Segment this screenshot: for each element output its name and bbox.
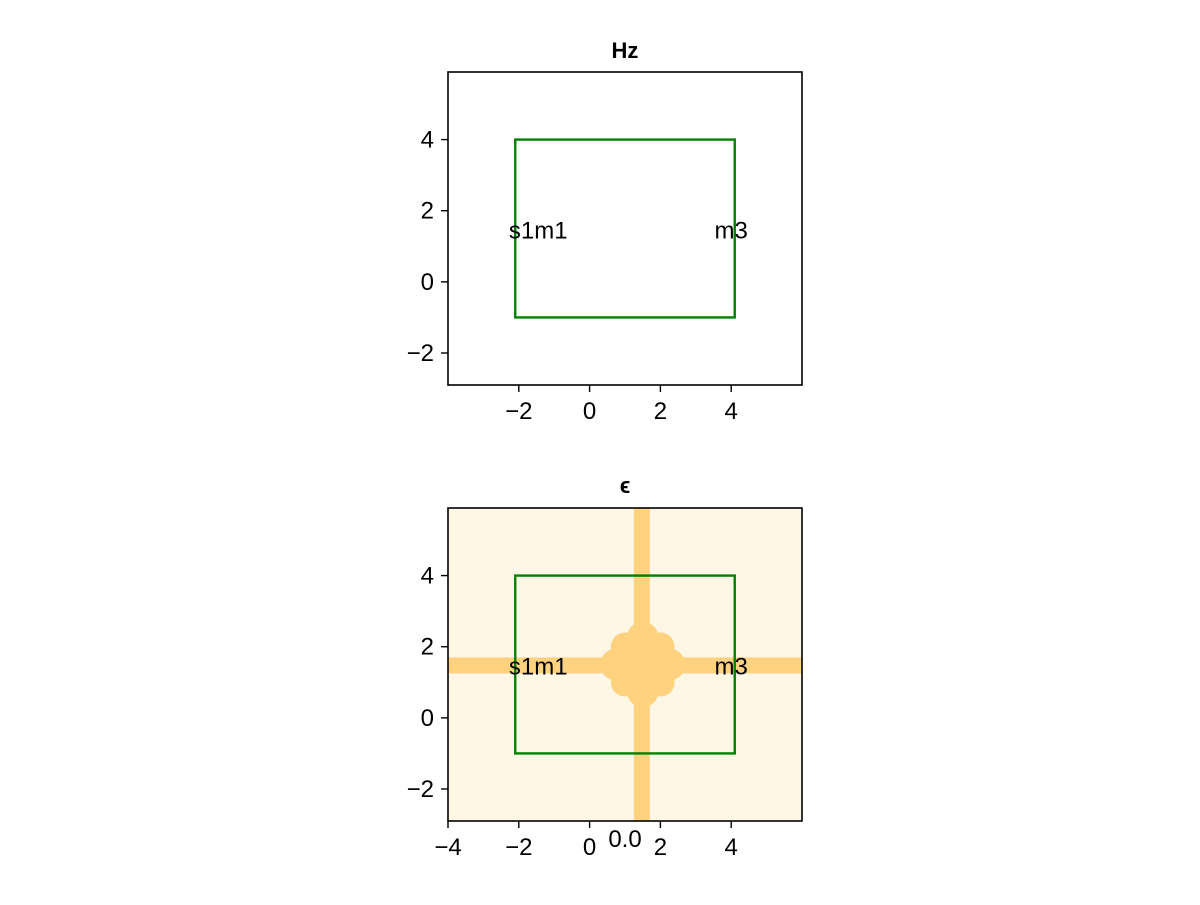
y-tick-label: 2 [421,634,434,661]
x-tick-label: −2 [505,834,532,861]
epsilon-axes-frame [447,507,803,822]
hz-panel: Hz s1m1 m3 −2 0 2 4 −2 0 2 4 [407,38,803,425]
hz-axes-frame [447,71,803,386]
x-tick-label: −4 [434,834,461,861]
y-tick-label: 4 [421,563,434,590]
x-tick-label: 0 [583,398,596,425]
y-tick-label: −2 [407,776,434,803]
epsilon-title: ϵ [620,473,631,498]
hz-plot-area [448,72,802,385]
epsilon-center-lobe [646,668,675,697]
y-tick-label: 2 [421,198,434,225]
y-tick-label: −2 [407,340,434,367]
epsilon-x-axis: −4 −2 0 2 4 [434,821,738,861]
y-tick-label: 0 [421,705,434,732]
epsilon-center-region [600,621,686,708]
x-tick-label: 4 [725,398,738,425]
epsilon-annotation-zero: 0.0 [608,826,641,853]
x-tick-label: −2 [505,398,532,425]
epsilon-center-lobe [610,668,640,697]
epsilon-panel: ϵ s1m1 m3 0.0 −4 −2 0 2 4 −2 0 2 4 [407,473,803,861]
epsilon-domain-box [514,574,736,755]
epsilon-center-lobe [646,632,675,661]
hz-title: Hz [612,38,639,63]
x-tick-label: 0 [583,834,596,861]
y-tick-label: 0 [421,269,434,296]
epsilon-annotation-s1m1: s1m1 [509,653,568,680]
x-tick-label: 2 [654,834,667,861]
hz-domain-box [514,138,736,319]
epsilon-annotation-m3: m3 [715,653,748,680]
epsilon-y-axis: −2 0 2 4 [407,563,448,803]
hz-annotation-m3: m3 [715,217,748,244]
hz-x-axis: −2 0 2 4 [505,385,738,425]
epsilon-center-lobe [610,632,640,661]
x-tick-label: 4 [725,834,738,861]
hz-annotation-s1m1: s1m1 [509,217,568,244]
y-tick-label: 4 [421,127,434,154]
x-tick-label: 2 [654,398,667,425]
hz-y-axis: −2 0 2 4 [407,127,448,367]
